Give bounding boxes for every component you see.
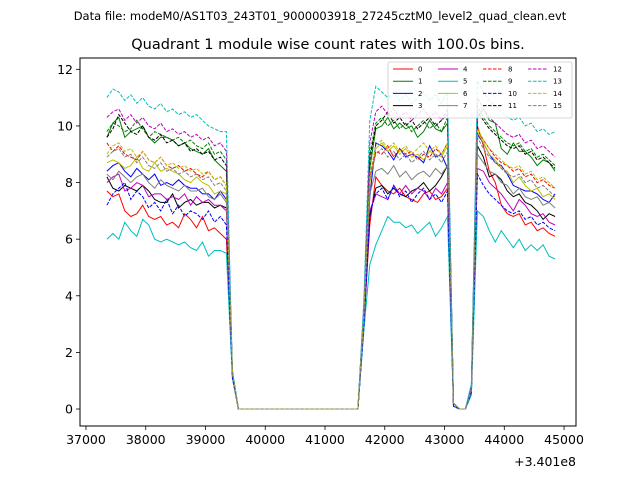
- y-tick-label: 4: [65, 288, 73, 303]
- legend-label-7: 7: [463, 102, 467, 110]
- legend-label-3: 3: [418, 102, 422, 110]
- legend-label-4: 4: [463, 66, 468, 74]
- legend-label-6: 6: [463, 90, 468, 98]
- legend-label-8: 8: [508, 66, 512, 74]
- y-tick-label: 6: [65, 232, 73, 247]
- y-tick-label: 12: [57, 62, 73, 77]
- x-tick-label: 45000: [544, 432, 584, 447]
- legend-frame: [387, 61, 573, 119]
- x-tick-label: 42000: [365, 432, 405, 447]
- legend-label-14: 14: [553, 90, 562, 98]
- series-line-15: [106, 135, 556, 410]
- legend-label-10: 10: [508, 90, 517, 98]
- x-tick-label: 40000: [245, 432, 285, 447]
- legend-label-2: 2: [418, 90, 422, 98]
- legend-label-1: 1: [418, 78, 422, 86]
- y-tick-label: 10: [57, 118, 73, 133]
- legend-label-12: 12: [553, 66, 562, 74]
- x-tick-label: 41000: [305, 432, 345, 447]
- y-axis: 0 2 4 6 8 10 12: [57, 62, 80, 417]
- x-axis-offset-text: +3.401e8: [514, 454, 576, 469]
- figure-suptitle: Data file: modeM0/AS1T03_243T01_90000039…: [74, 9, 567, 23]
- y-tick-label: 2: [65, 345, 73, 360]
- legend-label-0: 0: [418, 66, 422, 74]
- y-tick-label: 8: [65, 175, 73, 190]
- x-tick-label: 38000: [126, 432, 166, 447]
- legend-label-9: 9: [508, 78, 512, 86]
- x-tick-label: 37000: [66, 432, 106, 447]
- axes-frame: [79, 57, 577, 427]
- y-tick-label: 0: [65, 402, 73, 417]
- x-axis: 37000 38000 39000 40000 41000 42000 43000 44000…: [66, 426, 584, 447]
- x-tick-label: 43000: [425, 432, 465, 447]
- legend-label-15: 15: [553, 102, 562, 110]
- x-tick-label: 39000: [186, 432, 226, 447]
- legend-label-5: 5: [463, 78, 467, 86]
- legend-label-11: 11: [508, 102, 517, 110]
- chart-title: Quadrant 1 module wise count rates with …: [131, 37, 525, 53]
- x-tick-label: 44000: [484, 432, 524, 447]
- legend-label-13: 13: [553, 78, 562, 86]
